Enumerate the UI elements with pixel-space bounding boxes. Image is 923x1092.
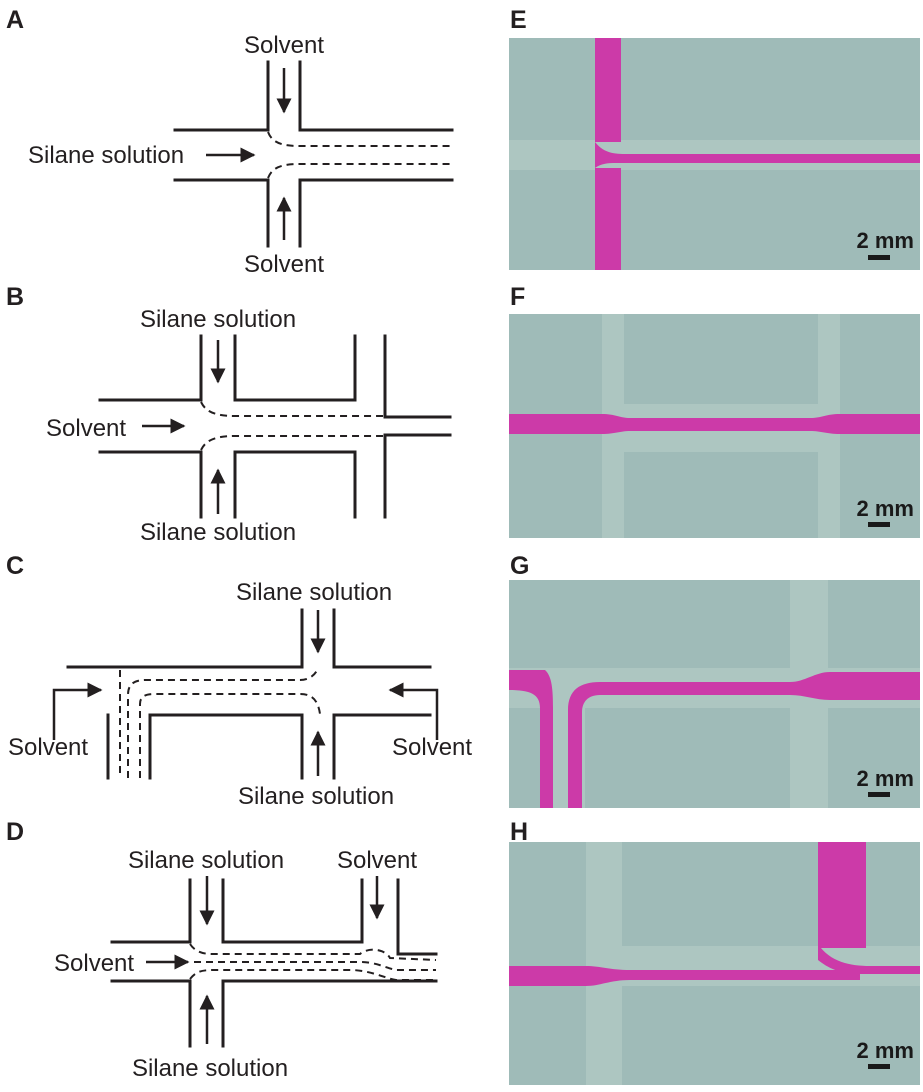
silane-solution-label-left: Silane solution <box>28 142 184 169</box>
silane-solution-label-bottom: Silane solution <box>140 519 296 546</box>
silane-solution-label-top: Silane solution <box>128 847 284 874</box>
panel-letter-d: D <box>6 818 24 846</box>
flow-boundaries <box>119 667 321 778</box>
panel-letter-b: B <box>6 283 24 311</box>
scale-bar-f: 2 mm <box>857 496 914 527</box>
panel-c: C Silane solution Solvent Solvent Silane… <box>6 552 472 810</box>
solvent-label-top: Solvent <box>244 32 324 59</box>
panel-d: D Silane solution Solvent Solvent Silane… <box>6 818 438 1082</box>
panel-g: G 2 mm <box>509 552 920 808</box>
solvent-label-right: Solvent <box>392 734 472 761</box>
panel-letter-a: A <box>6 6 24 34</box>
solvent-label-left: Solvent <box>8 734 88 761</box>
panel-letter-c: C <box>6 552 24 580</box>
solvent-label-bottom: Solvent <box>244 251 324 278</box>
photo-h <box>509 842 920 1085</box>
scale-bar-h: 2 mm <box>857 1038 914 1069</box>
flow-boundaries <box>189 943 437 981</box>
panel-e: E 2 mm <box>509 6 920 270</box>
panel-letter-h: H <box>510 818 528 846</box>
scale-label: 2 mm <box>857 766 914 791</box>
scale-bar-e: 2 mm <box>857 228 914 260</box>
panel-h: H 2 mm <box>509 818 920 1085</box>
panel-letter-g: G <box>510 552 529 580</box>
flow-arrows <box>52 610 439 776</box>
solvent-label-left: Solvent <box>46 415 126 442</box>
silane-solution-label-top: Silane solution <box>236 579 392 606</box>
flow-arrows <box>142 340 226 514</box>
scale-label: 2 mm <box>857 496 914 521</box>
solvent-label-top: Solvent <box>337 847 417 874</box>
panel-f: F 2 mm <box>509 283 920 538</box>
scale-label: 2 mm <box>857 1038 914 1063</box>
scale-label: 2 mm <box>857 228 914 253</box>
silane-solution-label-bottom: Silane solution <box>132 1055 288 1082</box>
panel-letter-f: F <box>510 283 525 311</box>
scale-bar-g: 2 mm <box>857 766 914 797</box>
flow-boundaries <box>267 131 452 179</box>
panel-a: A Solvent Silane solution Solvent <box>6 6 454 278</box>
photo-e <box>509 38 920 270</box>
silane-solution-label-top: Silane solution <box>140 306 296 333</box>
channel-walls <box>173 60 454 248</box>
panel-b: B Silane solution Solvent Silane solutio… <box>6 283 452 546</box>
flow-arrows <box>146 876 385 1044</box>
photo-g <box>509 580 920 808</box>
silane-solution-label-bottom: Silane solution <box>238 783 394 810</box>
solvent-label-left: Solvent <box>54 950 134 977</box>
flow-arrows <box>206 68 292 240</box>
channel-walls <box>66 608 432 780</box>
panel-letter-e: E <box>510 6 527 34</box>
photo-f <box>509 314 920 538</box>
channel-walls <box>110 878 438 1048</box>
channel-walls <box>98 334 452 519</box>
flow-boundaries <box>200 401 385 451</box>
